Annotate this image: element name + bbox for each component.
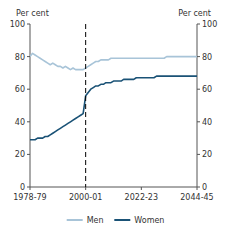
y2-axis-label: Per cent xyxy=(178,9,211,18)
legend-label: Women xyxy=(134,216,164,225)
y2-tick-label: 40 xyxy=(202,118,212,127)
y-axis-label: Per cent xyxy=(16,9,49,18)
plot-area xyxy=(30,24,197,187)
chart: 0 20 40 60 80 100 0 20 40 60 80 100 1978-79 2000-01 20… xyxy=(0,0,227,233)
y-tick xyxy=(27,56,30,57)
y2-tick xyxy=(197,89,200,90)
y-tick-label: 100 xyxy=(10,20,25,29)
y2-tick xyxy=(197,154,200,155)
legend-swatch xyxy=(114,219,130,221)
x-tick-label: 1978-79 xyxy=(13,193,46,202)
y-tick xyxy=(27,89,30,90)
y-tick-label: 40 xyxy=(15,118,25,127)
y2-tick-label: 60 xyxy=(202,85,212,94)
x-tick-label: 2000-01 xyxy=(69,193,102,202)
y-axis-line xyxy=(30,24,31,187)
x-tick xyxy=(141,187,142,190)
series-line xyxy=(30,76,197,140)
y-tick-label: 0 xyxy=(20,183,25,192)
y2-tick-label: 0 xyxy=(202,183,207,192)
series-line xyxy=(30,53,197,69)
reference-line xyxy=(85,24,86,187)
y2-axis-line xyxy=(197,24,198,187)
legend-label: Men xyxy=(87,216,104,225)
y2-tick-label: 80 xyxy=(202,53,212,62)
y2-tick xyxy=(197,121,200,122)
y2-tick-label: 20 xyxy=(202,150,212,159)
legend-swatch xyxy=(67,219,83,221)
y2-tick xyxy=(197,24,200,25)
x-axis-line xyxy=(30,187,197,188)
y-tick xyxy=(27,154,30,155)
y2-tick xyxy=(197,56,200,57)
x-tick xyxy=(85,187,86,190)
y-tick-label: 20 xyxy=(15,150,25,159)
y-tick-label: 60 xyxy=(15,85,25,94)
y-tick xyxy=(27,121,30,122)
y-tick xyxy=(27,24,30,25)
x-tick xyxy=(197,187,198,190)
x-tick-label: 2022-23 xyxy=(125,193,158,202)
legend: Men Women xyxy=(67,216,165,225)
y-tick-label: 80 xyxy=(15,53,25,62)
x-tick-label: 2044-45 xyxy=(180,193,213,202)
x-tick xyxy=(30,187,31,190)
y2-tick-label: 100 xyxy=(202,20,217,29)
